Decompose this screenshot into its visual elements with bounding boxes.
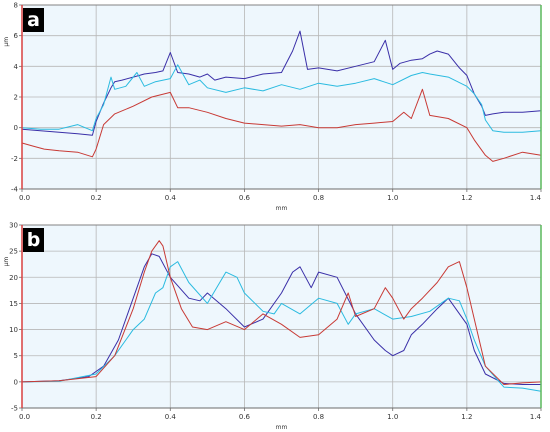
x-tick-label: 1.2 xyxy=(461,194,472,202)
y-tick-label: 10 xyxy=(9,326,18,334)
panel-label-box xyxy=(23,8,44,32)
x-tick-label: 1.0 xyxy=(387,194,398,202)
x-tick-label: 1.4 xyxy=(530,194,542,202)
x-tick-label: 0.8 xyxy=(313,413,324,421)
x-axis-label: mm xyxy=(276,424,288,431)
series-line xyxy=(21,261,542,392)
x-tick-label: 0.2 xyxy=(91,194,102,202)
x-tick-label: 0.4 xyxy=(165,413,177,421)
y-tick-label: 0 xyxy=(14,124,18,132)
x-tick-label: 1.0 xyxy=(387,413,398,421)
panel-a: 0.0 0.2 0.4 0.6 0.8 1.0 1.2 1.4 -4 -2 0 2 4 6 8 mm µm a xyxy=(3,2,542,212)
y-tick-label: 25 xyxy=(9,248,18,256)
y-tick-label: 4 xyxy=(14,63,19,71)
y-tick-label: 6 xyxy=(14,32,19,40)
y-tick-label: 0 xyxy=(14,378,18,386)
y-tick-label: -5 xyxy=(11,405,18,413)
series-line xyxy=(21,30,542,136)
y-tick-label: 15 xyxy=(9,300,18,308)
y-tick-label: 30 xyxy=(9,222,18,230)
series-line xyxy=(21,88,542,162)
panel-label: b xyxy=(27,229,41,251)
y-tick-label: 2 xyxy=(14,94,18,102)
y-axis-label: µm xyxy=(3,37,10,47)
y-tick-label: -4 xyxy=(11,186,19,194)
y-tick-label: 8 xyxy=(14,2,18,10)
x-axis-label: mm xyxy=(276,205,288,212)
panel-b: 0.0 0.2 0.4 0.6 0.8 1.0 1.2 1.4 -5 0 5 10 15 20 25 30 mm… xyxy=(3,222,542,431)
x-tick-label: 0.4 xyxy=(165,194,177,202)
panel-label: a xyxy=(27,9,40,31)
x-tick-label: 1.4 xyxy=(530,413,542,421)
y-tick-label: 5 xyxy=(14,352,18,360)
y-axis-label: µm xyxy=(3,257,10,267)
series-line xyxy=(21,64,542,133)
panel-label-box xyxy=(23,228,44,252)
y-tick-label: 20 xyxy=(9,274,18,282)
x-tick-label: 0.8 xyxy=(313,194,324,202)
x-tick-label: 0.0 xyxy=(19,194,30,202)
x-tick-label: 0.6 xyxy=(239,413,251,421)
plot-area xyxy=(22,225,541,408)
series-line xyxy=(21,240,542,385)
x-tick-label: 0.0 xyxy=(19,413,30,421)
x-tick-label: 0.2 xyxy=(91,413,102,421)
x-tick-label: 1.2 xyxy=(461,413,472,421)
y-tick-label: -2 xyxy=(11,155,18,163)
x-tick-label: 0.6 xyxy=(239,194,251,202)
